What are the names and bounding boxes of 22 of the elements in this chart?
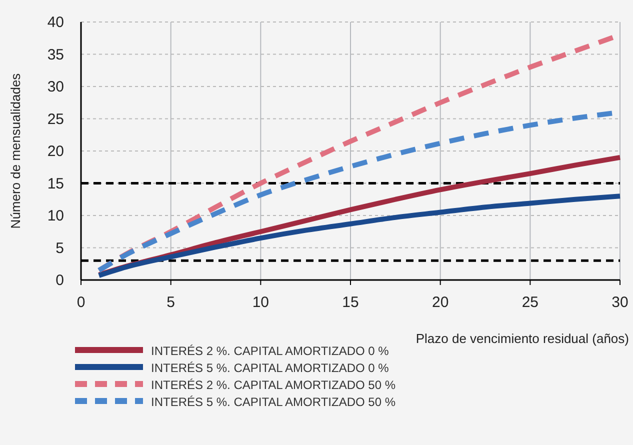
x-tick-label: 0 bbox=[76, 294, 86, 311]
y-tick-label: 20 bbox=[47, 143, 64, 160]
legend-label: INTERÉS 2 %. CAPITAL AMORTIZADO 0 % bbox=[151, 344, 390, 358]
legend-label: INTERÉS 2 %. CAPITAL AMORTIZADO 50 % bbox=[151, 378, 396, 392]
x-tick-label: 10 bbox=[252, 294, 270, 311]
y-tick-label: 10 bbox=[47, 208, 64, 224]
y-tick-label: 25 bbox=[47, 110, 64, 128]
x-tick-label: 30 bbox=[612, 294, 628, 311]
legend-label: INTERÉS 5 %. CAPITAL AMORTIZADO 0 % bbox=[151, 361, 390, 375]
y-tick-label: 30 bbox=[47, 78, 64, 96]
x-tick-label: 15 bbox=[342, 294, 359, 311]
y-tick-label: 15 bbox=[47, 175, 64, 192]
y-tick-label: 5 bbox=[56, 240, 64, 257]
x-axis-title: Plazo de vencimiento residual (años) bbox=[416, 331, 629, 346]
y-tick-label: 0 bbox=[56, 272, 64, 289]
legend-label: INTERÉS 5 %. CAPITAL AMORTIZADO 50 % bbox=[151, 395, 396, 409]
x-tick-label: 20 bbox=[432, 294, 449, 311]
y-axis-title: Número de mensualidades bbox=[8, 72, 23, 229]
x-tick-label: 25 bbox=[522, 294, 539, 311]
y-tick-label: 40 bbox=[47, 14, 64, 31]
y-tick-label: 35 bbox=[47, 46, 64, 64]
x-tick-label: 5 bbox=[166, 294, 176, 311]
